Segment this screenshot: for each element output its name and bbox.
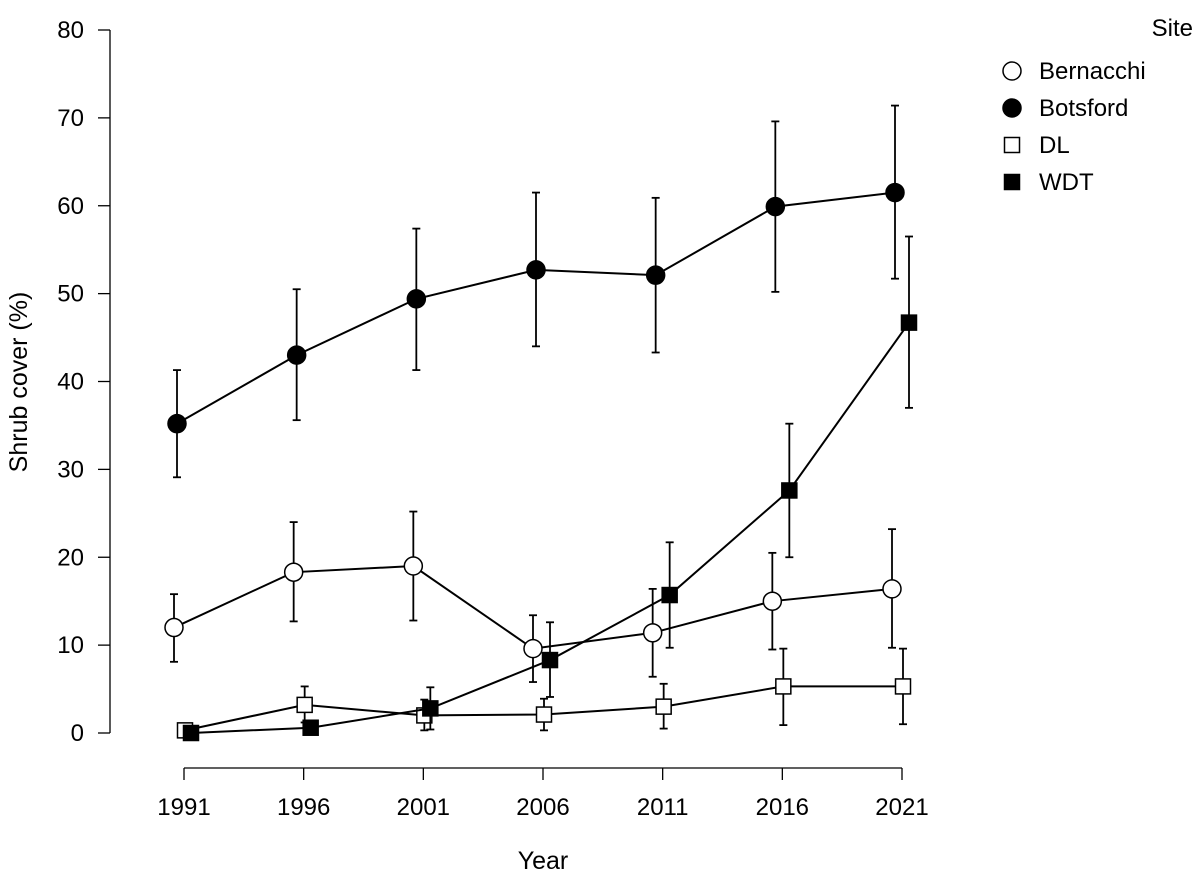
data-point <box>894 678 912 695</box>
legend-marker <box>1003 136 1021 154</box>
x-tick-label: 2001 <box>397 794 450 821</box>
data-point <box>167 413 187 434</box>
data-point <box>403 556 424 576</box>
series-wdt <box>182 235 918 742</box>
data-point <box>775 678 792 695</box>
legend: Site Bernacchi Botsford DL WDT <box>1002 15 1193 196</box>
legend-marker <box>1002 61 1022 81</box>
plot-area <box>164 104 918 742</box>
legend-title: Site <box>1152 15 1193 42</box>
x-tick-label: 2016 <box>756 794 809 821</box>
data-point <box>406 289 427 309</box>
series-botsford <box>167 104 905 479</box>
legend-label: WDT <box>1039 169 1094 196</box>
data-point <box>655 698 672 715</box>
data-point <box>765 196 786 217</box>
x-axis-title: Year <box>518 847 569 875</box>
data-point <box>541 651 559 669</box>
data-point <box>762 591 783 611</box>
y-tick-label: 30 <box>57 456 84 483</box>
y-tick-label: 70 <box>57 105 84 132</box>
data-point <box>283 562 304 582</box>
data-point <box>535 706 553 723</box>
legend-item-wdt: WDT <box>1003 169 1094 196</box>
series-bernacchi <box>164 510 902 683</box>
x-tick-label: 1991 <box>157 794 210 821</box>
y-tick-label: 0 <box>71 720 84 747</box>
legend-marker <box>1002 98 1022 118</box>
y-tick-label: 80 <box>57 17 84 44</box>
data-point <box>422 700 439 717</box>
y-tick-label: 20 <box>57 544 84 571</box>
data-point <box>900 314 918 331</box>
data-point <box>526 260 546 280</box>
data-point <box>302 719 319 736</box>
data-point <box>885 182 905 203</box>
legend-label: Botsford <box>1039 95 1128 122</box>
y-tick-label: 60 <box>57 193 84 220</box>
y-axis-title: Shrub cover (%) <box>5 292 33 473</box>
data-point <box>182 724 200 742</box>
x-axis-ticks: 1991 1996 2001 2006 2011 2016 2021 <box>157 768 929 821</box>
series-dl <box>176 647 912 739</box>
data-point <box>661 586 678 604</box>
y-axis-ticks: 0 10 20 30 40 50 60 70 80 <box>57 17 110 747</box>
x-tick-label: 2011 <box>637 794 689 821</box>
legend-item-bernacchi: Bernacchi <box>1002 58 1146 85</box>
x-tick-label: 2006 <box>516 794 569 821</box>
legend-item-botsford: Botsford <box>1002 95 1128 122</box>
data-point <box>164 617 184 638</box>
data-point <box>296 696 313 714</box>
data-point <box>645 265 666 285</box>
data-point <box>642 623 663 643</box>
legend-marker <box>1003 173 1021 191</box>
y-tick-label: 50 <box>57 281 84 308</box>
legend-label: DL <box>1039 132 1070 159</box>
data-point <box>286 345 307 365</box>
x-tick-label: 2021 <box>875 794 928 821</box>
legend-label: Bernacchi <box>1039 58 1146 85</box>
legend-item-dl: DL <box>1003 132 1070 159</box>
data-point <box>781 482 798 499</box>
data-point <box>523 638 543 659</box>
y-tick-label: 10 <box>57 632 84 659</box>
x-tick-label: 1996 <box>277 794 330 821</box>
data-point <box>882 579 902 599</box>
y-tick-label: 40 <box>57 369 84 396</box>
